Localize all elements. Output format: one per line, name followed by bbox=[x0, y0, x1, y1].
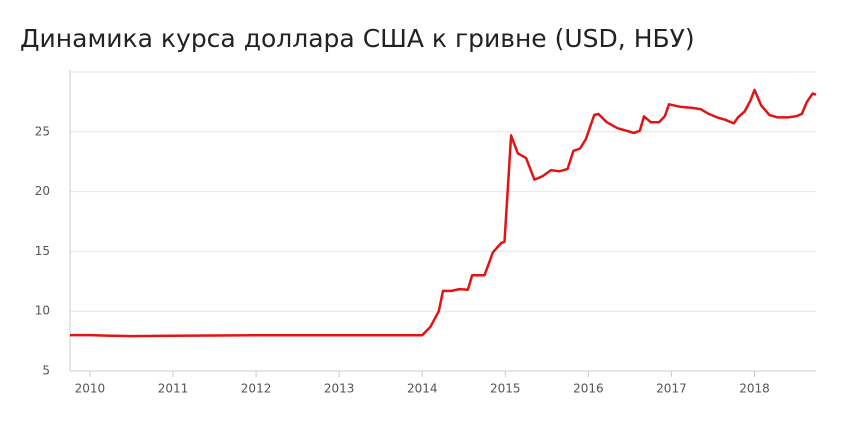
x-tick-label: 2015 bbox=[490, 382, 521, 396]
line-series bbox=[70, 88, 817, 338]
y-tick-label: 10 bbox=[35, 304, 50, 318]
x-tick-label: 2016 bbox=[573, 382, 604, 396]
x-tick-label: 2017 bbox=[656, 382, 687, 396]
y-tick-label: 25 bbox=[35, 124, 50, 138]
x-tick-label: 2010 bbox=[75, 382, 106, 396]
y-tick-label: 15 bbox=[35, 244, 50, 258]
x-tick-label: 2018 bbox=[739, 382, 770, 396]
y-tick-label: 5 bbox=[42, 364, 50, 378]
chart-title: Динамика курса доллара США к гривне (USD… bbox=[20, 24, 695, 53]
x-tick-label: 2014 bbox=[407, 382, 438, 396]
x-tick-label: 2013 bbox=[324, 382, 355, 396]
y-tick-label: 20 bbox=[35, 184, 50, 198]
x-tick-label: 2012 bbox=[241, 382, 272, 396]
x-tick-label: 2011 bbox=[158, 382, 189, 396]
